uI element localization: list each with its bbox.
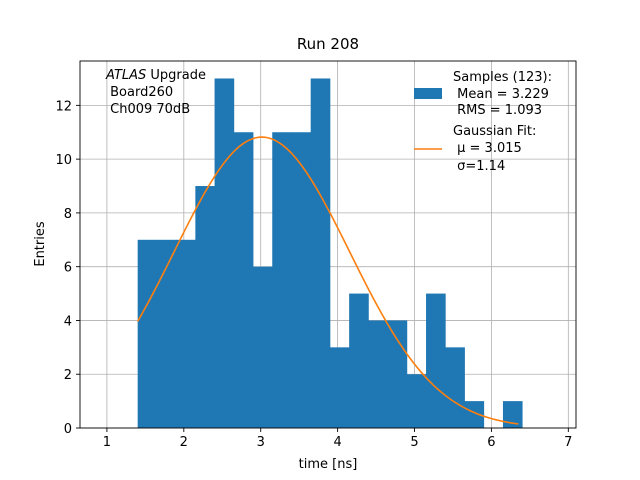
x-tick-label: 2	[180, 435, 188, 450]
histogram-bar	[349, 293, 369, 428]
run-annotation: ATLAS Upgrade Board260 Ch009 70dB	[105, 68, 206, 117]
histogram-bar	[156, 239, 177, 428]
x-tick-label: 7	[564, 435, 572, 450]
x-tick-label: 6	[487, 435, 495, 450]
histogram-bar	[176, 239, 196, 428]
y-tick-label: 2	[64, 368, 72, 383]
histogram-bar	[233, 132, 254, 428]
annotation-upgrade: Upgrade	[146, 68, 206, 83]
axes-frame	[79, 60, 577, 429]
legend-samples-rms: RMS = 1.093	[453, 103, 542, 118]
x-tick-label: 1	[103, 435, 111, 450]
legend-samples-title: Samples (123):	[453, 70, 552, 85]
y-tick-label: 12	[55, 99, 72, 114]
histogram-bar	[195, 186, 215, 428]
histogram-bar	[368, 320, 388, 428]
histogram-bar	[387, 320, 408, 428]
histogram-bar	[502, 401, 523, 428]
chart-title: Run 208	[297, 35, 359, 53]
histogram-bar	[291, 132, 312, 428]
annotation-board: Board260	[106, 85, 173, 100]
legend-fit-sigma: σ=1.14	[453, 159, 505, 174]
histogram-bar	[214, 78, 235, 428]
y-axis-label: Entries	[33, 221, 48, 267]
annotation-line-1: ATLAS Upgrade	[105, 68, 206, 83]
histogram-bar	[329, 347, 350, 428]
x-tick-label: 3	[257, 435, 265, 450]
legend-fit-title: Gaussian Fit:	[453, 124, 536, 139]
histogram-bar	[445, 347, 465, 428]
x-tick-label: 5	[410, 435, 418, 450]
histogram-bar	[464, 401, 485, 428]
histogram-bar	[406, 374, 427, 428]
y-tick-label: 6	[64, 261, 72, 276]
y-tick-label: 8	[64, 207, 72, 222]
histogram-bar	[253, 266, 273, 428]
y-tick-label: 10	[55, 153, 72, 168]
legend: Samples (123): Mean = 3.229 RMS = 1.093 …	[414, 70, 552, 174]
legend-samples-mean: Mean = 3.229	[453, 87, 549, 102]
x-axis-label: time [ns]	[299, 457, 358, 472]
histogram-bar	[137, 239, 158, 428]
y-tick-label: 0	[64, 422, 72, 437]
legend-samples-swatch	[414, 88, 442, 99]
bars-layer	[137, 78, 523, 428]
histogram-bar	[426, 293, 446, 428]
gaussian-fit-curve	[136, 136, 519, 425]
histogram-bar	[310, 78, 331, 428]
y-tick-label: 4	[64, 314, 72, 329]
legend-fit-mu: μ = 3.015	[453, 141, 522, 156]
annotation-atlas: ATLAS	[105, 68, 146, 83]
annotation-channel: Ch009 70dB	[106, 102, 190, 117]
x-tick-label: 4	[333, 435, 341, 450]
fit-layer	[136, 136, 519, 425]
histogram-bar	[272, 132, 292, 428]
